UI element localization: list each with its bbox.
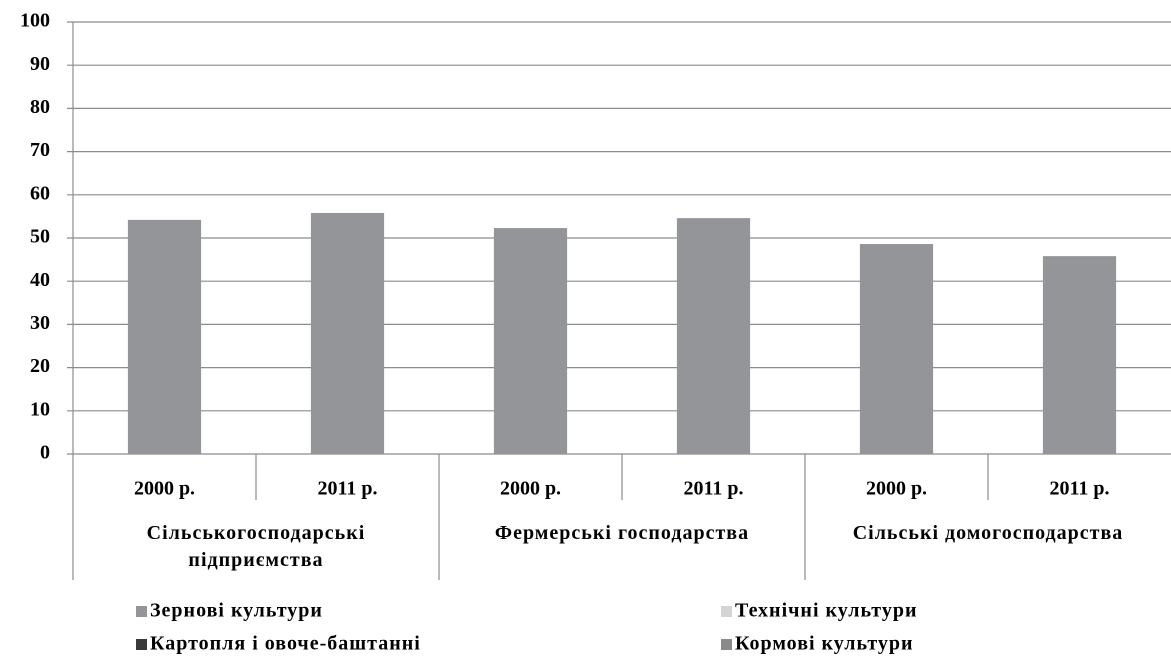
bar	[859, 244, 934, 454]
y-tick-label: 30	[30, 312, 50, 334]
y-tick-label: 70	[30, 139, 50, 161]
bar	[310, 212, 385, 454]
group-label-box: Фермерські господарства	[494, 522, 750, 544]
group-label: Сільські домогосподарства	[852, 522, 1124, 544]
group-label: Сільськогосподарські підприємства	[146, 522, 366, 571]
x-tick-label: 2011 р.	[317, 478, 377, 500]
y-tick-label: 10	[30, 398, 50, 420]
y-tick-label: 80	[30, 96, 50, 118]
legend-swatch	[136, 606, 147, 617]
y-tick-label: 90	[30, 53, 50, 75]
group-label-box: Сільськогосподарські підприємства	[146, 522, 366, 571]
legend-label: Картопля і овоче-баштанні	[150, 633, 421, 655]
y-tick-label: 20	[30, 355, 50, 377]
bar	[1042, 256, 1117, 454]
legend-swatch	[721, 606, 732, 617]
bar	[493, 228, 568, 454]
x-tick-label: 2011 р.	[683, 478, 743, 500]
group-label: Фермерські господарства	[494, 522, 750, 544]
y-tick-label: 60	[30, 182, 50, 204]
y-tick-label: 0	[40, 442, 50, 464]
legend-label: Зернові культури	[150, 600, 323, 622]
bar	[127, 219, 202, 454]
bar	[676, 218, 751, 454]
x-tick-label: 2000 р.	[866, 478, 927, 500]
x-tick-label: 2000 р.	[134, 478, 195, 500]
y-tick-label: 40	[30, 269, 50, 291]
group-label-box: Сільські домогосподарства	[852, 522, 1124, 544]
x-tick-label: 2000 р.	[500, 478, 561, 500]
y-tick-label: 100	[20, 10, 50, 32]
x-tick-label: 2011 р.	[1049, 478, 1109, 500]
legend-label: Технічні культури	[735, 600, 917, 622]
y-tick-label: 50	[30, 226, 50, 248]
legend-swatch	[721, 639, 732, 650]
legend-swatch	[136, 639, 147, 650]
legend-label: Кормові культури	[735, 633, 914, 655]
